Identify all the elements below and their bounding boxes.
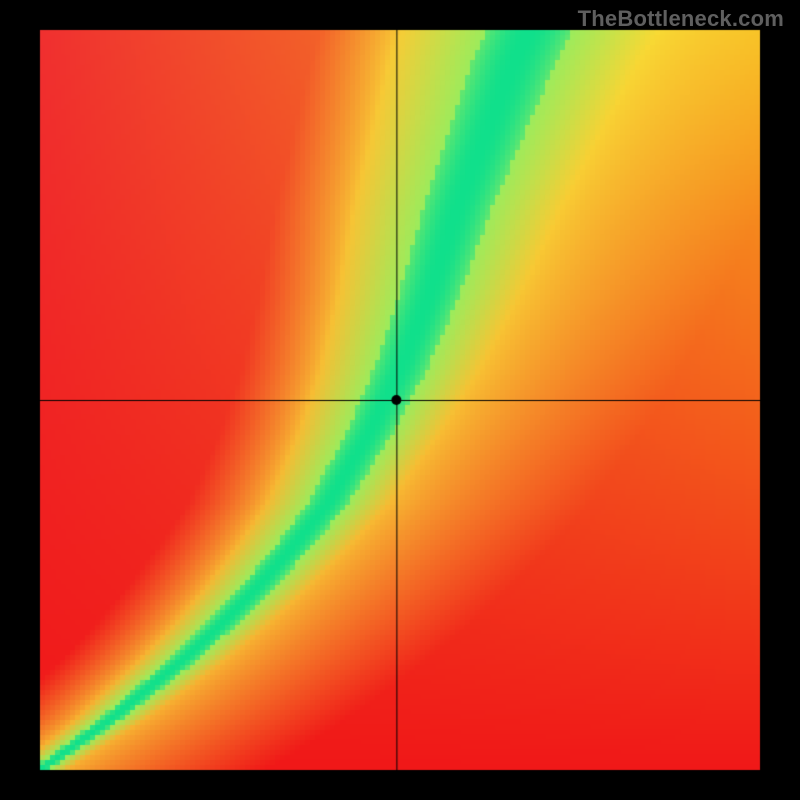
watermark-text: TheBottleneck.com — [578, 6, 784, 32]
bottleneck-heatmap — [0, 0, 800, 800]
